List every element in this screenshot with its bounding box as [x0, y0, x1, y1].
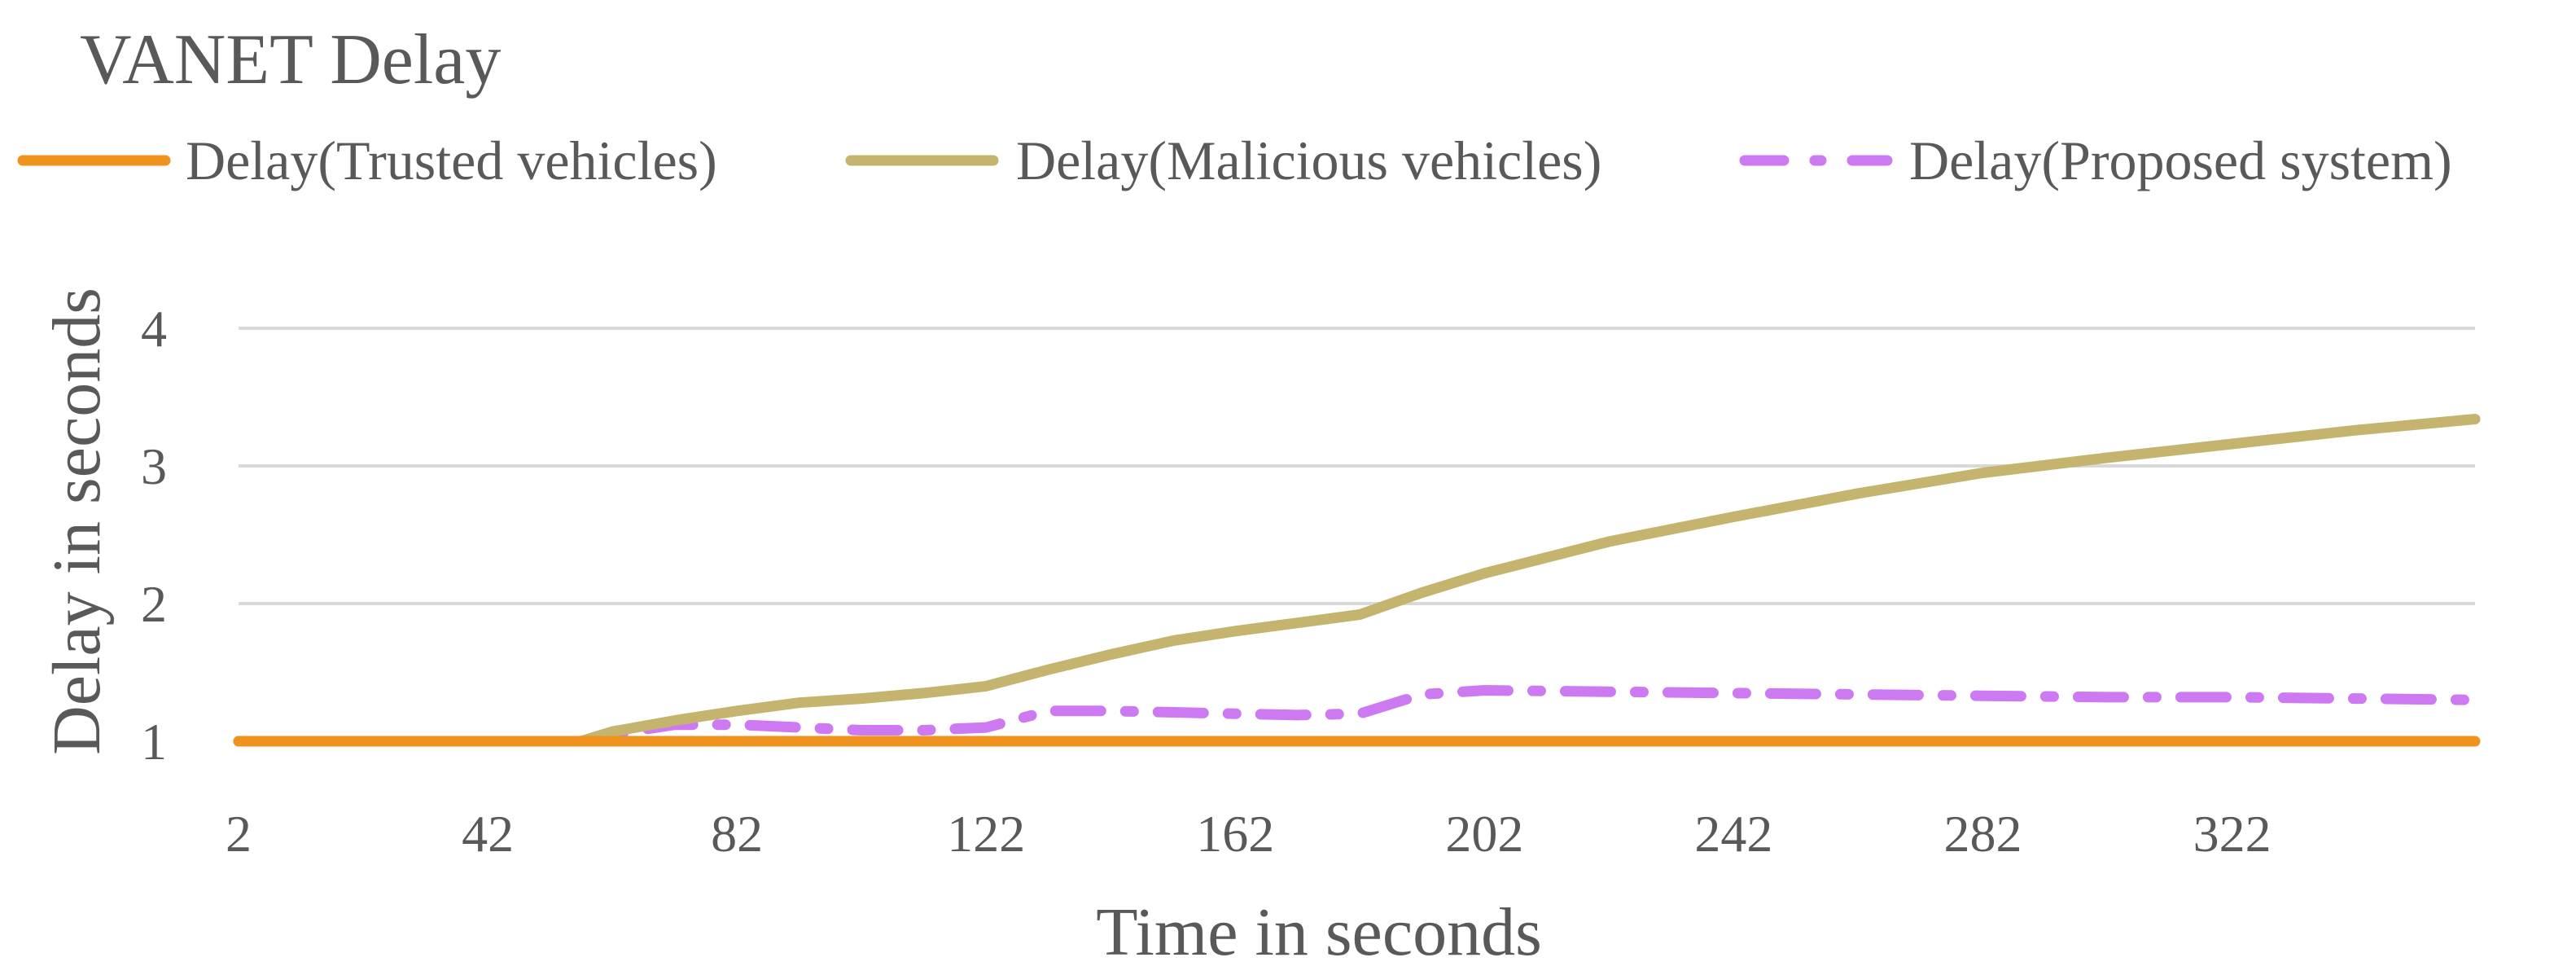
- legend-label-2: Delay(Malicious vehicles): [1016, 130, 1601, 191]
- gridlines: [239, 327, 2475, 605]
- x-tick-label: 242: [1694, 805, 1772, 863]
- chart-title: VANET Delay: [80, 20, 501, 99]
- x-tick-label: 322: [2193, 805, 2272, 863]
- y-tick-label: 4: [141, 300, 167, 358]
- series-line-3: [233, 685, 2481, 747]
- series-line-2: [233, 414, 2481, 747]
- legend-label-3: Delay(Proposed system): [1909, 130, 2452, 191]
- x-tick-label: 82: [711, 805, 763, 863]
- y-tick-label: 3: [141, 437, 167, 495]
- x-axis-title: Time in seconds: [1096, 894, 1542, 970]
- x-tick-label: 202: [1445, 805, 1523, 863]
- y-tick-label: 1: [141, 713, 167, 771]
- x-tick-label: 122: [947, 805, 1025, 863]
- y-axis-title: Delay in seconds: [39, 288, 115, 755]
- legend: Delay(Trusted vehicles) Delay(Malicious v…: [17, 130, 2452, 191]
- x-tick-label: 162: [1196, 805, 1274, 863]
- series-layer: [233, 414, 2481, 747]
- x-tick-label: 282: [1944, 805, 2022, 863]
- x-tick-label: 42: [462, 805, 514, 863]
- legend-label-1: Delay(Trusted vehicles): [186, 130, 717, 191]
- x-axis-ticks: 2 42 82 122 162 202 242 282 322: [226, 805, 2272, 863]
- y-axis-ticks: 1 2 3 4: [141, 300, 167, 771]
- y-tick-label: 2: [141, 575, 167, 633]
- x-tick-label: 2: [226, 805, 252, 863]
